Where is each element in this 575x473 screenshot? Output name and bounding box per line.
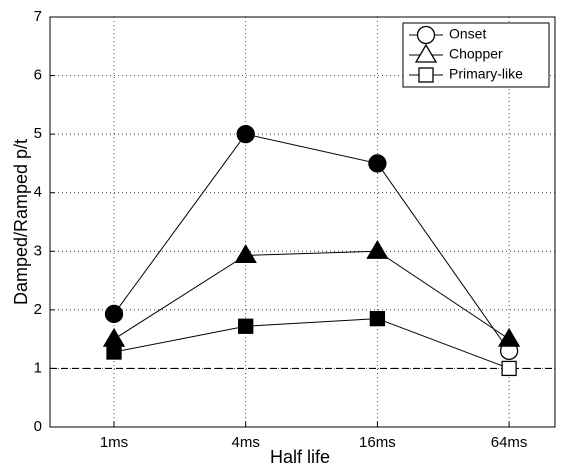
series-line [113, 318, 510, 369]
x-axis-label: Half life [270, 447, 330, 467]
y-tick-label: 2 [34, 301, 42, 318]
marker [106, 344, 122, 360]
marker [418, 67, 434, 83]
marker [368, 154, 387, 173]
x-tick-label: 4ms [232, 434, 260, 451]
y-tick-label: 4 [34, 184, 42, 201]
marker [104, 304, 124, 324]
series-line [113, 250, 510, 340]
y-tick-label: 1 [34, 359, 42, 376]
legend-label: Onset [449, 26, 486, 42]
marker [236, 124, 255, 144]
y-tick-label: 0 [34, 418, 42, 435]
legend-label: Primary-like [449, 66, 523, 82]
series-line [113, 133, 510, 352]
marker [416, 25, 436, 45]
y-axis-label: Damped/Ramped p/t [11, 139, 31, 305]
marker [369, 310, 386, 327]
marker [366, 240, 389, 259]
x-tick-label: 64ms [491, 434, 528, 451]
y-tick-label: 7 [34, 8, 42, 25]
marker [414, 43, 438, 63]
y-tick-label: 6 [34, 67, 42, 84]
y-tick-label: 3 [34, 242, 42, 259]
marker [497, 327, 521, 347]
x-tick-label: 16ms [359, 434, 396, 451]
marker [238, 318, 254, 334]
marker [501, 360, 517, 377]
marker [234, 244, 257, 264]
y-tick-label: 5 [34, 125, 42, 142]
legend-label: Chopper [449, 46, 503, 62]
x-tick-label: 1ms [100, 434, 128, 451]
